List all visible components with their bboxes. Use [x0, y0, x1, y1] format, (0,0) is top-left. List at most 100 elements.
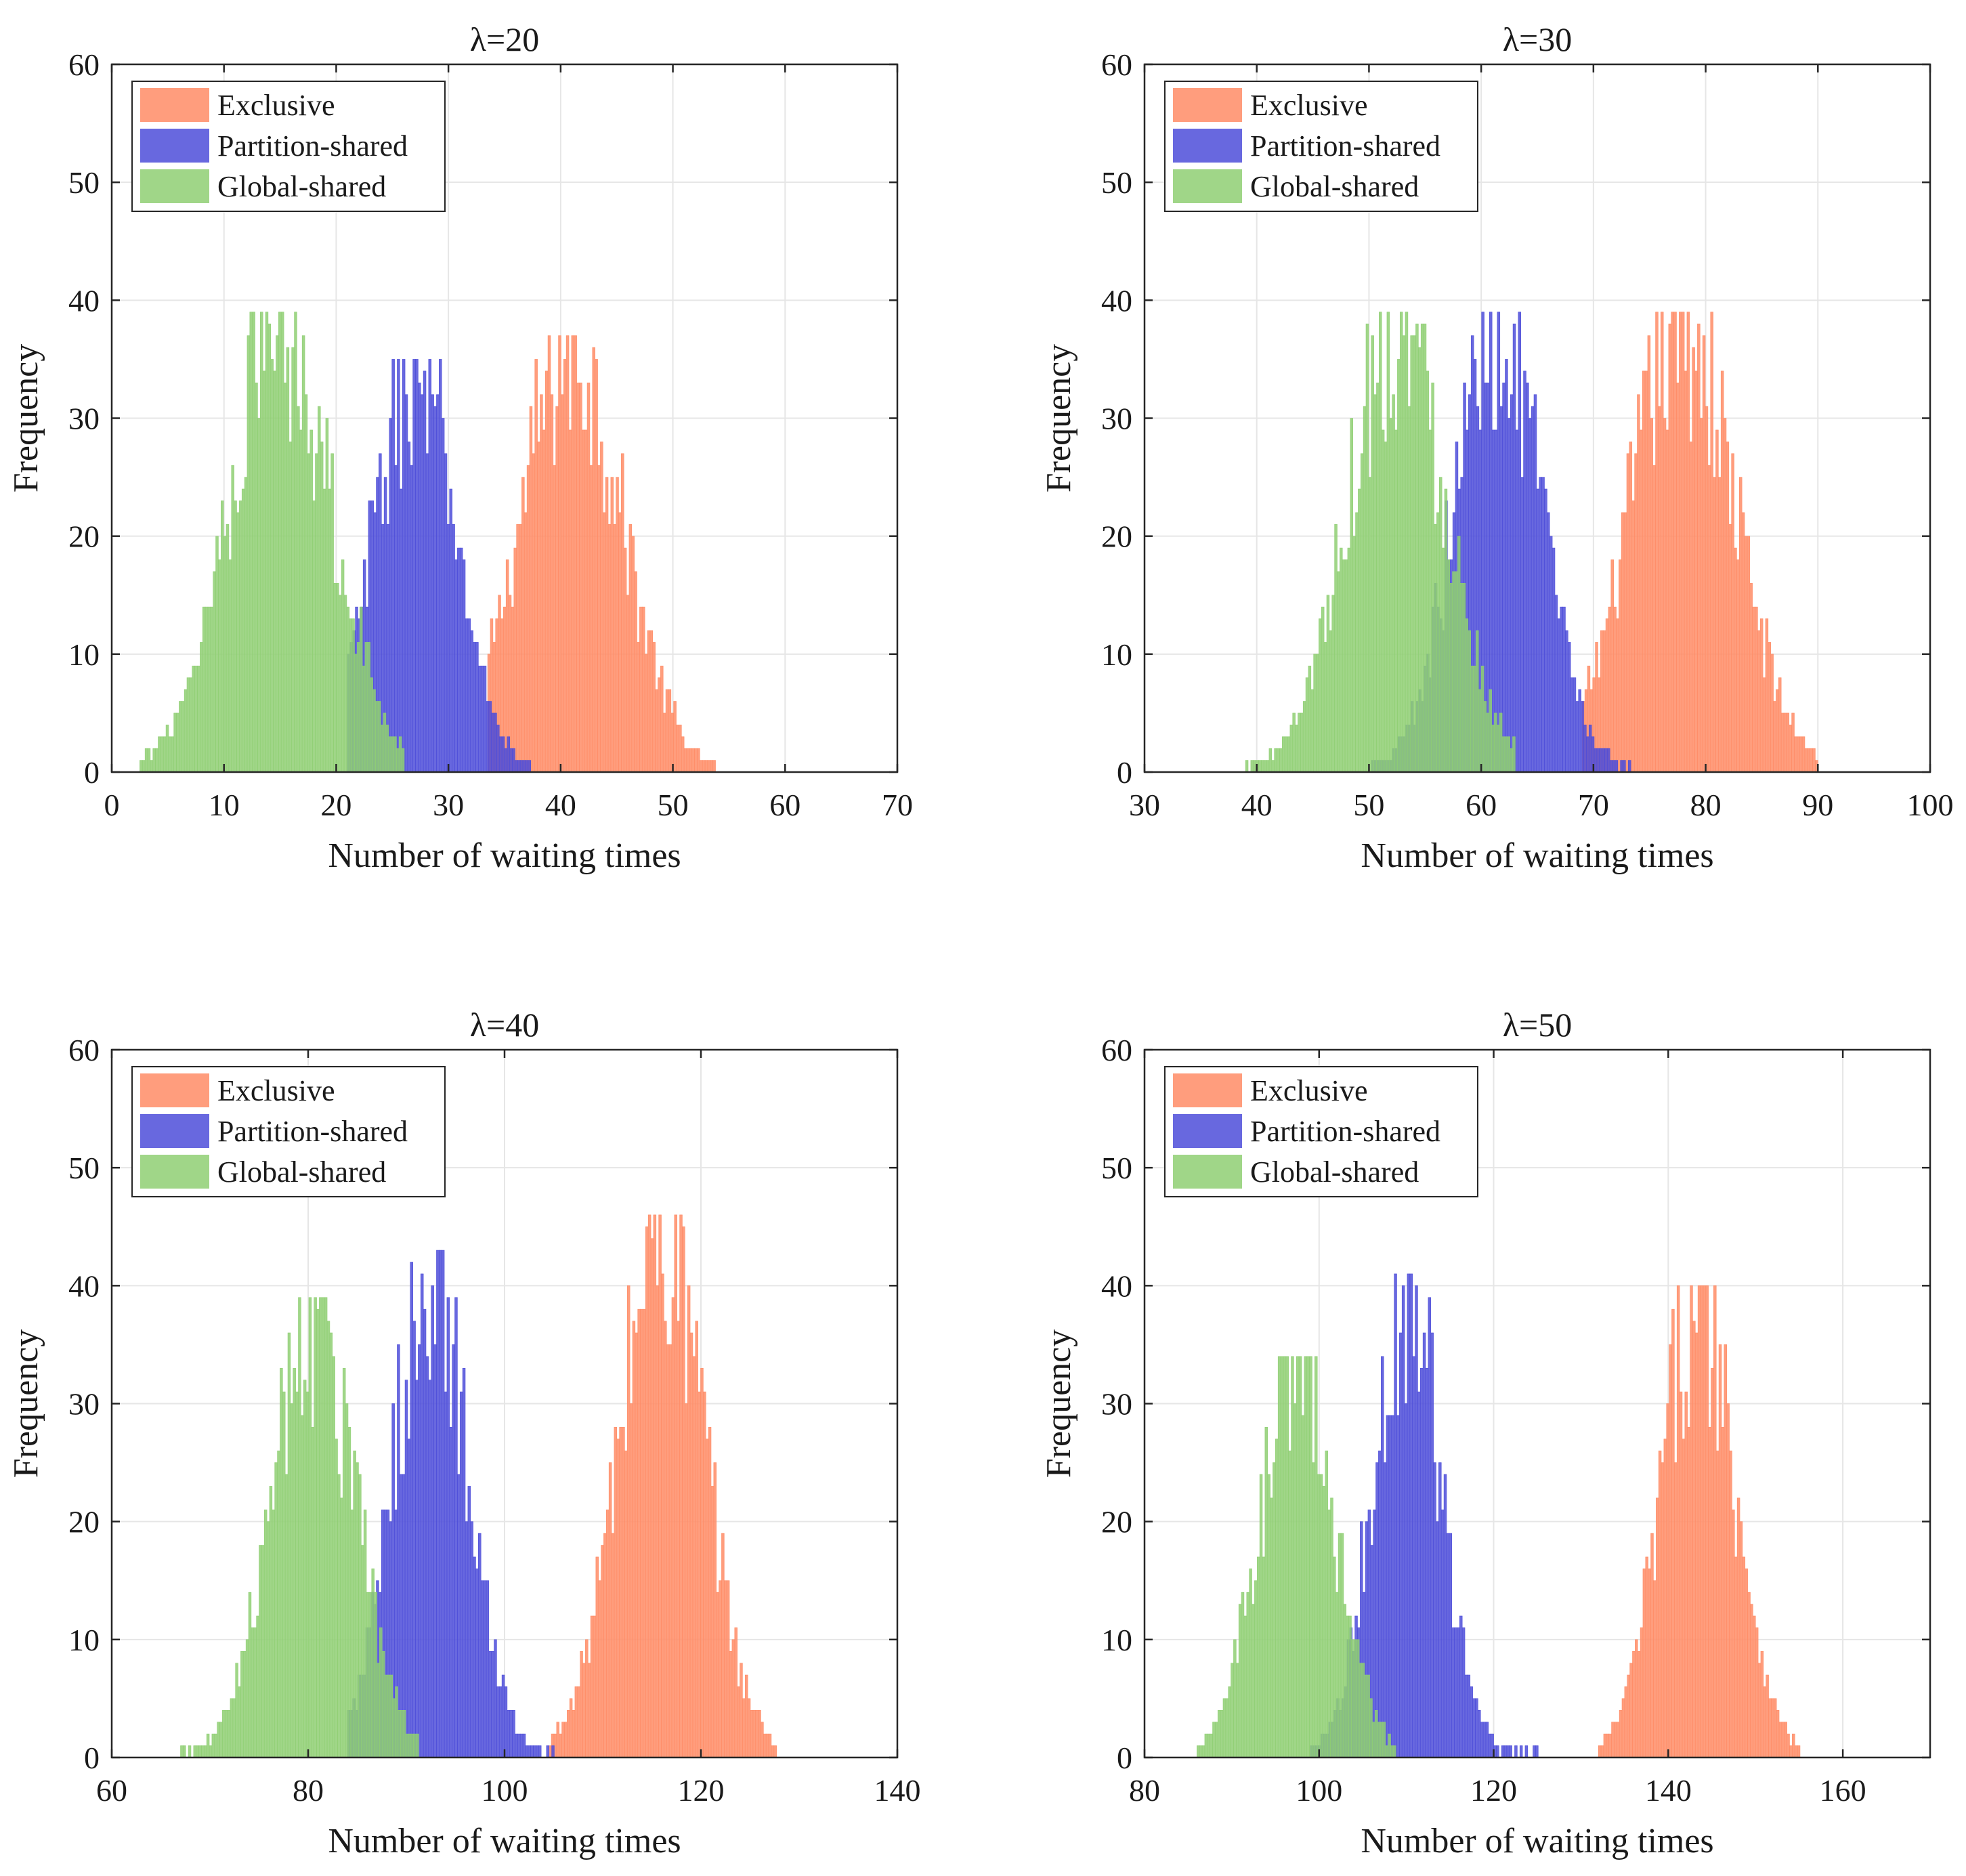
histogram-bar	[1792, 1733, 1795, 1757]
histogram-bar	[580, 1650, 583, 1757]
histogram-bar	[674, 1214, 678, 1757]
histogram-bar	[509, 1710, 513, 1757]
histogram-bar	[1575, 701, 1579, 772]
histogram-bar	[593, 1615, 597, 1757]
histogram-bar	[1330, 1497, 1333, 1757]
histogram-bar	[1608, 606, 1612, 772]
histogram-bar	[1606, 1733, 1609, 1757]
histogram-bar	[1626, 453, 1630, 772]
histogram-bar	[1308, 665, 1312, 772]
histogram-bar	[1246, 1592, 1249, 1757]
histogram-bar	[704, 760, 708, 772]
histogram-bar	[1518, 312, 1521, 772]
y-tick-label: 20	[68, 1505, 100, 1539]
histogram-bar	[1676, 382, 1680, 772]
histogram-bar	[388, 736, 391, 772]
histogram-bar	[1470, 665, 1474, 772]
histogram-bar	[316, 1308, 320, 1757]
histogram-bar	[1317, 1474, 1321, 1757]
histogram-bar	[462, 1367, 466, 1757]
histogram-bar	[1773, 701, 1776, 772]
histogram-bar	[1241, 1592, 1245, 1757]
histogram-bar	[752, 1710, 756, 1757]
histogram-bar	[1501, 1745, 1505, 1757]
histogram-bar	[326, 1321, 330, 1757]
histogram-bar	[1294, 1403, 1297, 1757]
histogram-bar	[679, 1214, 683, 1757]
histogram-bar	[1331, 595, 1335, 772]
histogram-bar	[1557, 618, 1560, 772]
histogram-bar	[375, 701, 379, 772]
histogram-bar	[1273, 1462, 1276, 1757]
histogram-bar	[1694, 370, 1698, 772]
histogram-bar	[1598, 1745, 1602, 1757]
histogram-bar	[320, 442, 324, 772]
histogram-bar	[553, 465, 556, 772]
histogram-bar	[301, 335, 305, 772]
histogram-bar	[498, 1686, 503, 1757]
histogram-bar	[516, 524, 519, 772]
histogram-bar	[400, 1710, 404, 1757]
histogram-bar	[395, 1686, 398, 1757]
histogram-bar	[631, 536, 635, 772]
histogram-bar	[1306, 1356, 1310, 1757]
histogram-bar	[653, 1214, 657, 1757]
histogram-bar	[465, 618, 469, 772]
x-tick-label: 160	[1820, 1773, 1866, 1808]
x-tick-label: 60	[1466, 788, 1497, 822]
histogram-bar	[433, 1344, 437, 1757]
histogram-bar	[1640, 429, 1643, 772]
histogram-bar	[1436, 512, 1440, 772]
histogram-bar	[1268, 748, 1273, 772]
histogram-bar	[632, 1321, 636, 1757]
histogram-bar	[381, 1650, 385, 1757]
x-tick-label: 80	[293, 1773, 324, 1808]
histogram-bar	[228, 559, 232, 772]
histogram-bar	[1300, 712, 1304, 772]
histogram-bar	[1787, 1733, 1790, 1757]
histogram-bar	[533, 1745, 536, 1757]
histogram-bar	[600, 442, 603, 772]
histogram-bar	[1728, 524, 1732, 772]
histogram-bar	[1616, 1722, 1620, 1757]
histogram-bar	[257, 418, 261, 772]
histogram-bar	[357, 642, 360, 772]
histogram-bar	[330, 453, 334, 772]
histogram-bar	[558, 335, 561, 772]
histogram-bar	[522, 1733, 526, 1757]
histogram-bar	[1687, 1427, 1690, 1757]
histogram-bar	[595, 359, 598, 772]
histogram-bar	[668, 689, 672, 772]
histogram-bar	[1426, 370, 1430, 772]
histogram-bar	[542, 429, 546, 772]
histogram-bar	[526, 465, 530, 772]
histogram-bar	[694, 748, 698, 772]
histogram-bar	[1718, 477, 1722, 772]
histogram-bar	[683, 748, 687, 772]
legend-swatch-global-shared	[1173, 169, 1242, 203]
histogram-bar	[1410, 335, 1413, 772]
histogram-bar	[436, 394, 440, 772]
histogram-bar	[1253, 760, 1256, 772]
histogram-bar	[750, 1710, 754, 1757]
histogram-bar	[377, 1663, 380, 1757]
histogram-bar	[340, 1497, 343, 1757]
histogram-bar	[200, 642, 203, 772]
x-tick-label: 0	[104, 788, 120, 822]
histogram-bar	[1233, 1639, 1237, 1757]
histogram-bar	[731, 1639, 735, 1757]
histogram-bar	[1581, 701, 1584, 772]
histogram-bar	[312, 500, 316, 772]
histogram-bar	[652, 642, 656, 772]
histogram-bar	[1483, 701, 1487, 772]
histogram-bar	[528, 1745, 531, 1757]
histogram-bar	[1621, 512, 1625, 772]
histogram-bar	[236, 512, 240, 772]
histogram-bar	[1776, 1710, 1780, 1757]
histogram-bar	[398, 736, 402, 772]
histogram-bar	[1496, 1745, 1499, 1757]
histogram-bar	[662, 712, 666, 772]
histogram-bar	[193, 1745, 197, 1757]
legend-label: Global-shared	[1250, 1155, 1419, 1189]
histogram-bar	[1503, 1745, 1508, 1757]
